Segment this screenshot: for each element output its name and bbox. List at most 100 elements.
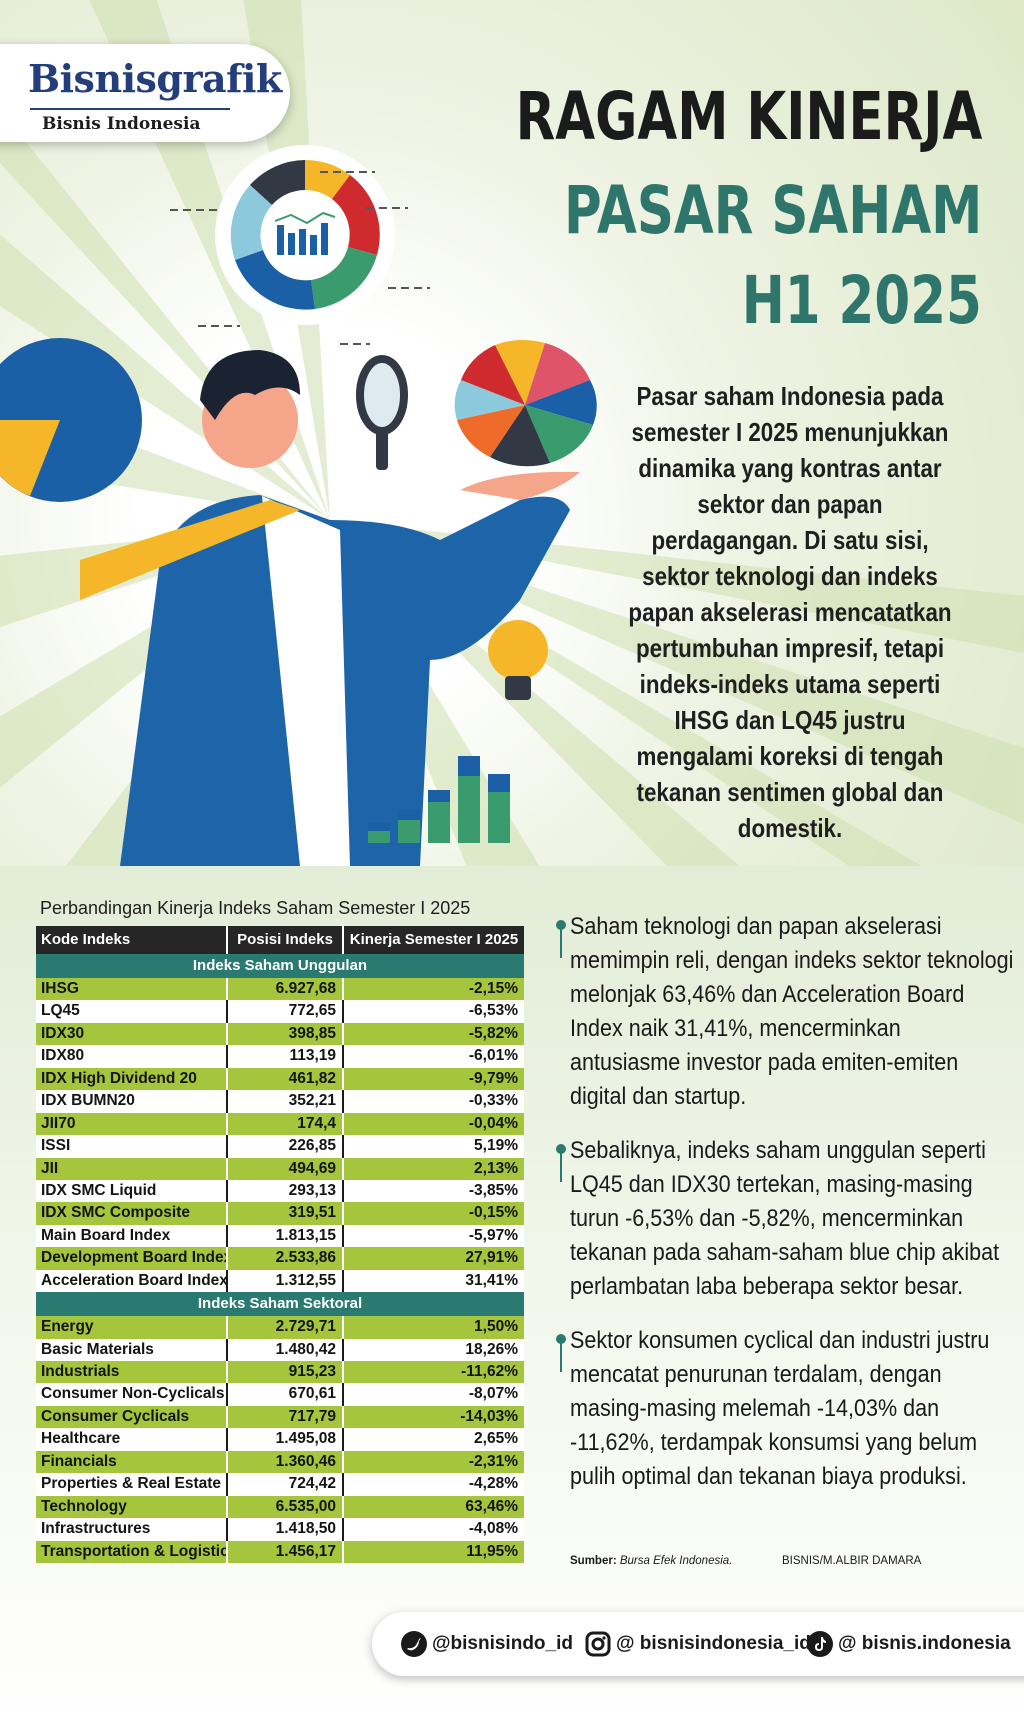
cell-kinerja: -5,97% [342,1224,524,1248]
table-row: ISSI 226,85 5,19% [36,1135,524,1158]
bullet-dot-icon [556,1144,566,1154]
background-rays [0,0,1024,866]
tiktok-icon [807,1631,833,1657]
cell-kode-indeks: Financials [41,1452,117,1470]
bullet-line [560,928,562,958]
cell-posisi-indeks: 2.729,71 [226,1316,342,1339]
cell-posisi-indeks: 1.360,46 [226,1450,342,1474]
social-tiktok[interactable]: @ bisnis.indonesia [806,1630,1011,1658]
table-row: Industrials 915,23 -11,62% [36,1361,524,1384]
table-section-header: Indeks Saham Unggulan [36,954,524,978]
cell-posisi-indeks: 319,51 [226,1202,342,1225]
cell-kinerja: 31,41% [342,1269,524,1293]
header-posisi-indeks: Posisi Indeks [226,926,342,954]
cell-posisi-indeks: 717,79 [226,1405,342,1429]
tiktok-handle: @ bisnis.indonesia [838,1633,1011,1654]
cell-posisi-indeks: 1.418,50 [226,1518,342,1541]
cell-kode-indeks: Acceleration Board Index [41,1271,226,1289]
table-row: Energy 2.729,71 1,50% [36,1316,524,1339]
cell-posisi-indeks: 2.533,86 [226,1247,342,1270]
cell-posisi-indeks: 6.927,68 [226,978,342,1001]
source-value: Bursa Efek Indonesia. [619,1555,733,1567]
table-row: LQ45 772,65 -6,53% [36,1000,524,1023]
donut-illustration [215,145,395,325]
cell-posisi-indeks: 1.813,15 [226,1224,342,1248]
cell-posisi-indeks: 670,61 [226,1383,342,1406]
cell-kode-indeks: Properties & Real Estate [41,1475,222,1493]
bullet-list: Saham teknologi dan papan akselerasi mem… [556,910,1013,1514]
cell-kode-indeks: LQ45 [41,1002,80,1020]
cell-kinerja: -5,82% [342,1022,524,1046]
table-row: Consumer Non-Cyclicals 670,61 -8,07% [36,1383,524,1406]
table-section-header: Indeks Saham Sektoral [36,1292,524,1317]
table-row: IDX SMC Composite 319,51 -0,15% [36,1202,524,1225]
table-row: IDX High Dividend 20 461,82 -9,79% [36,1067,524,1091]
cell-kode-indeks: Development Board Index [41,1249,226,1267]
cell-posisi-indeks: 352,21 [226,1090,342,1113]
title-line-1: RAGAM KINERJA [515,78,982,155]
logo-wordmark: Bisnisgrafik [28,56,282,101]
credit-note: BISNIS/M.ALBIR DAMARA [782,1555,922,1567]
cell-posisi-indeks: 1.480,42 [226,1338,342,1361]
cell-posisi-indeks: 113,19 [226,1045,342,1068]
cell-kinerja: -8,07% [342,1383,524,1406]
table-row: JII70 174,4 -0,04% [36,1112,524,1136]
cell-kinerja: 63,46% [342,1495,524,1519]
cell-kinerja: -4,08% [342,1518,524,1541]
cell-kinerja: -3,85% [342,1179,524,1203]
table-row: JII 494,69 2,13% [36,1157,524,1180]
table-row: Financials 1.360,46 -2,31% [36,1450,524,1474]
bullet-text-2: Sebaliknya, indeks saham unggulan sepert… [570,1137,1000,1300]
twitter-handle: @bisnisindo_id [432,1633,573,1654]
cell-kode-indeks: ISSI [41,1137,71,1155]
logo-divider [30,108,230,110]
social-instagram[interactable]: @ bisnisindonesia_id [584,1630,811,1658]
cell-posisi-indeks: 398,85 [226,1022,342,1046]
table-row: IDX30 398,85 -5,82% [36,1022,524,1046]
source-note: Sumber: Bursa Efek Indonesia. [570,1555,732,1567]
cell-kinerja: -11,62% [342,1361,524,1384]
logo-subtitle: Bisnis Indonesia [42,114,201,134]
cell-kinerja: 5,19% [342,1135,524,1158]
cell-kode-indeks: Healthcare [41,1430,121,1448]
businessman-illustration [80,350,580,866]
social-twitter[interactable]: @bisnisindo_id [400,1630,573,1658]
bullet-line [560,1152,562,1182]
header-kode-indeks: Kode Indeks [41,931,131,948]
hero-section: Bisnisgrafik Bisnis Indonesia RAGAM KINE… [0,0,1024,866]
cell-kode-indeks: IDX SMC Composite [41,1204,190,1222]
table-row: IDX BUMN20 352,21 -0,33% [36,1090,524,1113]
table-header-row: Kode Indeks Posisi Indeks Kinerja Semest… [36,926,524,954]
index-table: Kode Indeks Posisi Indeks Kinerja Semest… [36,926,524,1563]
table-row: Basic Materials 1.480,42 18,26% [36,1338,524,1361]
bullet-item: Sektor konsumen cyclical dan industri ju… [556,1324,1006,1494]
table-row: IDX80 113,19 -6,01% [36,1045,524,1068]
cell-kinerja: 18,26% [342,1338,524,1361]
cell-kinerja: -0,15% [342,1202,524,1225]
cell-kode-indeks: IDX30 [41,1024,85,1042]
cell-posisi-indeks: 1.495,08 [226,1428,342,1451]
cell-posisi-indeks: 724,42 [226,1473,342,1496]
cell-kinerja: -9,79% [342,1067,524,1091]
cell-kode-indeks: Transportation & Logistic [41,1542,226,1560]
title-line-3: H1 2025 [741,262,982,339]
instagram-icon [585,1631,611,1657]
table-row: Transportation & Logistic 1.456,17 11,95% [36,1540,524,1563]
table-row: IHSG 6.927,68 -2,15% [36,978,524,1001]
cell-kode-indeks: IDX80 [41,1047,85,1065]
table-row: IDX SMC Liquid 293,13 -3,85% [36,1179,524,1203]
table-row: Main Board Index 1.813,15 -5,97% [36,1224,524,1248]
source-label: Sumber: [570,1555,617,1567]
cell-kode-indeks: Technology [41,1497,127,1515]
bar-illustration [368,756,510,843]
bullet-item: Sebaliknya, indeks saham unggulan sepert… [556,1134,1006,1304]
cell-kode-indeks: Infrastructures [41,1520,151,1538]
cell-posisi-indeks: 772,65 [226,1000,342,1023]
left-pie-illustration [0,338,142,502]
bullet-dot-icon [556,920,566,930]
table-title: Perbandingan Kinerja Indeks Saham Semest… [40,898,471,918]
cell-kinerja: -0,33% [342,1090,524,1113]
cell-posisi-indeks: 1.456,17 [226,1540,342,1563]
cell-kode-indeks: Energy [41,1318,94,1336]
header-kinerja: Kinerja Semester I 2025 [342,926,524,954]
